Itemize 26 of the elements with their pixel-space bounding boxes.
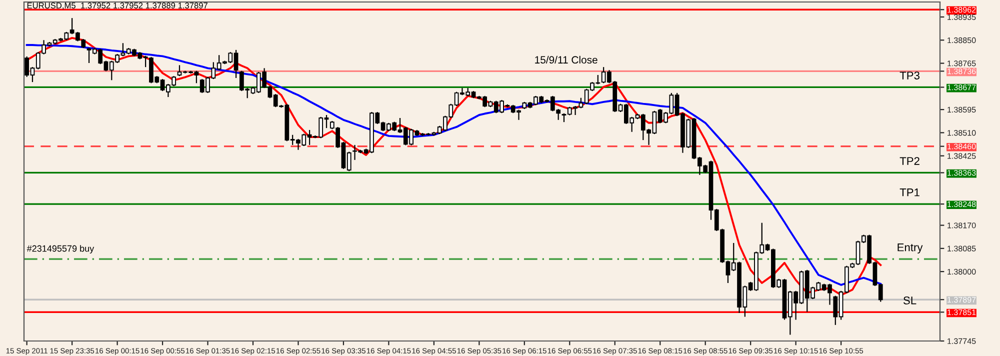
chart-title: EURUSD,M5 1.37952 1.37952 1.37889 1.37897: [27, 2, 208, 10]
y-tick-label: 1.37851: [948, 309, 976, 316]
y-tick-label: 1.37745: [948, 338, 976, 344]
y-tick-label: 1.38460: [948, 144, 976, 150]
y-tick-label: 1.38425: [948, 153, 976, 159]
ref-line-label: Entry: [898, 244, 923, 254]
ref-line-label: SL: [903, 296, 916, 304]
y-tick-label: 1.38935: [948, 14, 976, 20]
y-tick-label: 1.38170: [948, 222, 976, 228]
ref-line-label: TP2: [900, 157, 920, 165]
y-tick-label: 1.38248: [948, 201, 976, 208]
y-tick-label: 1.38363: [948, 170, 976, 176]
y-tick-label: 1.38765: [948, 60, 976, 66]
y-tick-label: 1.38677: [948, 84, 976, 90]
annotation: 15/9/11 Close: [535, 56, 598, 64]
y-tick-label: 1.38736: [948, 68, 976, 74]
ref-line-label: TP3: [900, 72, 920, 80]
y-tick-label: 1.38595: [948, 106, 976, 113]
y-tick-label: 1.38000: [948, 268, 976, 275]
y-tick-label: 1.38085: [948, 246, 976, 252]
ref-line-label: TP1: [900, 188, 920, 196]
annotation: #231495579 buy: [26, 245, 94, 254]
y-tick-label: 1.38510: [948, 130, 976, 136]
y-tick-label: 1.37897: [948, 296, 976, 303]
y-tick-label: 1.38962: [948, 6, 976, 13]
y-tick-label: 1.38850: [948, 37, 976, 44]
